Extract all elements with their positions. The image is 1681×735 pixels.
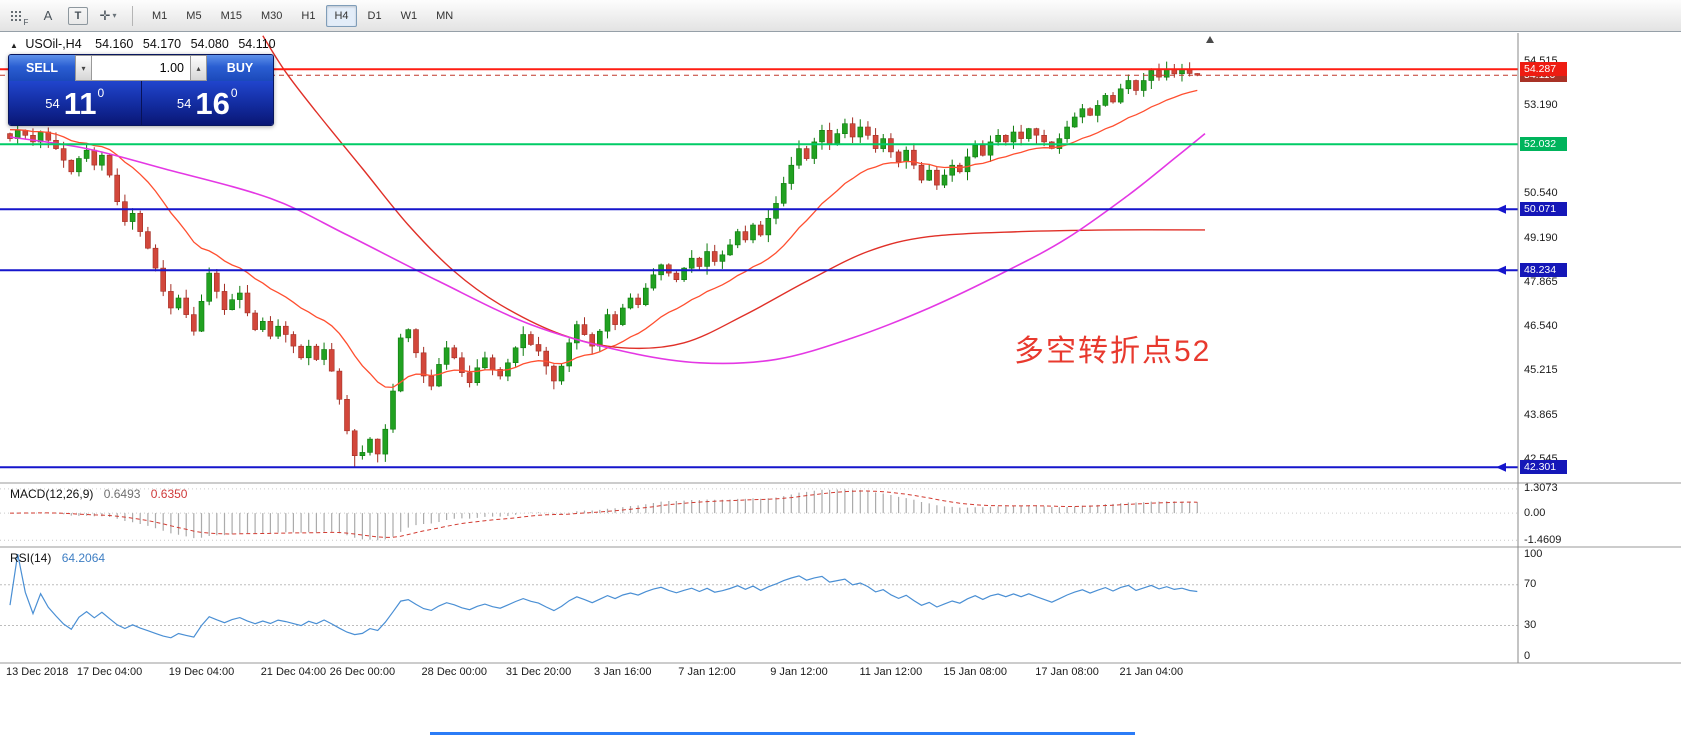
rsi-header: RSI(14) 64.2064 <box>10 551 112 565</box>
taskbar-edge <box>430 732 1135 735</box>
macd-signal-value: 0.6350 <box>150 487 188 501</box>
high-value: 54.170 <box>142 37 182 51</box>
grid-dots-icon <box>9 9 23 22</box>
sell-button[interactable]: SELL <box>9 55 75 81</box>
time-label: 31 Dec 20:00 <box>505 666 572 678</box>
volume-decrease-button[interactable]: ▾ <box>75 55 92 81</box>
crosshair-icon: ✛ <box>99 7 111 23</box>
chart-shift-marker[interactable] <box>1206 36 1214 43</box>
rsi-line <box>9 553 1198 639</box>
time-label: 26 Dec 00:00 <box>329 666 396 678</box>
macd-signal-line <box>10 490 1198 538</box>
moving-averages <box>9 35 1206 389</box>
timeframe-d1[interactable]: D1 <box>360 5 390 27</box>
sell-price-sub: 0 <box>97 86 105 100</box>
time-axis[interactable]: 13 Dec 2018 17 Dec 04:00 19 Dec 04:00 21 De… <box>0 663 1681 683</box>
panel-splitter-rsi[interactable] <box>0 544 1681 549</box>
time-label: 28 Dec 00:00 <box>421 666 487 678</box>
buy-price-pips: 16 <box>195 85 230 121</box>
crosshair-tool-button[interactable]: ✛ ▾ <box>95 4 121 28</box>
volume-increase-button[interactable]: ▴ <box>190 55 207 81</box>
low-value: 54.080 <box>190 37 229 51</box>
grid-f-label: F <box>23 17 29 27</box>
trade-panel-prices: 54 11 0 54 16 0 <box>9 81 273 125</box>
time-label: 17 Dec 04:00 <box>76 666 143 678</box>
open-value: 54.160 <box>95 37 134 51</box>
price-scale[interactable] <box>1518 33 1681 663</box>
objects-list-button[interactable]: F <box>6 4 32 28</box>
sell-price[interactable]: 54 11 0 <box>9 81 142 125</box>
time-label: 17 Jan 08:00 <box>1035 666 1099 678</box>
buy-price[interactable]: 54 16 0 <box>142 81 274 125</box>
time-label: 11 Jan 12:00 <box>859 666 923 678</box>
macd-main-value: 0.6493 <box>103 487 141 501</box>
buy-button[interactable]: BUY <box>207 55 273 81</box>
time-label: 3 Jan 16:00 <box>594 666 652 678</box>
panel-splitter-macd[interactable] <box>0 481 1681 486</box>
ohlc-header: ▲ USOil-,H4 54.160 54.170 54.080 54.110 <box>10 37 282 51</box>
volume-input[interactable] <box>92 55 190 81</box>
chart-window[interactable] <box>0 33 1681 683</box>
timeframe-h4[interactable]: H4 <box>326 4 357 27</box>
time-label: 7 Jan 12:00 <box>678 666 736 678</box>
rsi-panel <box>0 553 1518 639</box>
toolbar-separator <box>132 5 133 26</box>
symbol-label: USOil-,H4 <box>25 37 82 51</box>
chart-canvas[interactable] <box>0 33 1681 683</box>
trade-panel-controls: SELL ▾ ▴ BUY <box>9 55 273 81</box>
time-label: 15 Jan 08:00 <box>943 666 1007 678</box>
timeframe-w1[interactable]: W1 <box>393 5 426 27</box>
time-label: 21 Jan 04:00 <box>1119 666 1184 678</box>
collapse-arrow-icon: ▲ <box>10 41 18 50</box>
time-label: 19 Dec 04:00 <box>168 666 235 678</box>
panel-frame <box>0 33 1681 664</box>
rsi-label: RSI(14) <box>10 551 52 565</box>
macd-panel <box>0 488 1518 541</box>
arrow-tool-button[interactable]: A <box>43 8 53 23</box>
time-label: 9 Jan 12:00 <box>770 666 828 678</box>
sell-price-head: 54 <box>45 95 60 111</box>
macd-label: MACD(12,26,9) <box>10 487 94 501</box>
ma-fast-orange <box>9 89 1198 389</box>
one-click-trading-panel: SELL ▾ ▴ BUY 54 11 0 54 16 0 <box>8 54 274 126</box>
close-value: 54.110 <box>238 37 276 51</box>
dropdown-caret-icon: ▾ <box>112 11 117 20</box>
rsi-value: 64.2064 <box>61 551 106 565</box>
time-label: 13 Dec 2018 <box>6 666 69 678</box>
timeframe-m5[interactable]: M5 <box>178 5 209 27</box>
macd-histogram <box>17 489 1198 541</box>
sell-price-pips: 11 <box>63 85 97 121</box>
toolbar: F A T ✛ ▾ M1 M5 M15 M30 H1 H4 D1 W1 MN <box>0 0 1681 32</box>
time-label: 21 Dec 04:00 <box>260 666 327 678</box>
timeframe-m1[interactable]: M1 <box>144 5 175 27</box>
timeframe-m15[interactable]: M15 <box>213 5 250 27</box>
buy-price-sub: 0 <box>230 86 238 100</box>
chart-text-annotation[interactable]: 多空转折点52 <box>1014 335 1212 368</box>
timeframe-h1[interactable]: H1 <box>293 5 323 27</box>
text-tool-button[interactable]: T <box>68 6 88 25</box>
timeframe-m30[interactable]: M30 <box>253 5 290 27</box>
ma-long-red <box>262 35 1206 350</box>
candles <box>7 61 1201 467</box>
macd-header: MACD(12,26,9) 0.6493 0.6350 <box>10 487 194 501</box>
ma-mid-magenta <box>9 132 1206 365</box>
buy-price-head: 54 <box>176 95 192 111</box>
timeframe-mn[interactable]: MN <box>428 5 461 27</box>
